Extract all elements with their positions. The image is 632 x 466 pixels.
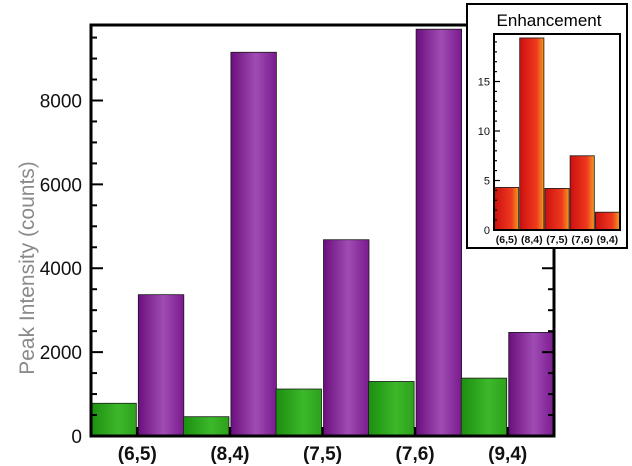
inset-plot [493, 33, 621, 231]
y-tick-label: 4000 [40, 259, 82, 280]
bar-series2-(7,6) [415, 28, 463, 437]
inset-y-tick-label: 0 [484, 225, 490, 237]
y-tick-label: 0 [71, 427, 82, 448]
inset-x-tick-label: (7,6) [571, 234, 593, 246]
inset-x-tick-label: (7,5) [546, 234, 568, 246]
bar-series2-(8,4) [230, 51, 277, 437]
main-plot [89, 23, 556, 438]
inset-x-axis: (6,5) (8,4) (7,5) (7,6) (9,4) [496, 234, 618, 246]
x-tick-label: (8,4) [210, 444, 249, 465]
bar-series1-(8,4) [182, 416, 230, 437]
inset-y-tick-label: 5 [484, 176, 490, 188]
y-tick-label: 6000 [40, 175, 82, 196]
inset-bar-(7,6) [569, 155, 595, 231]
inset-y-tick-label: 10 [478, 126, 490, 138]
x-tick-label: (7,6) [396, 444, 435, 465]
bar-series1-(7,6) [368, 381, 415, 437]
y-tick-label: 8000 [40, 91, 82, 112]
bar-series1-(9,4) [460, 377, 508, 437]
main-x-axis: (6,5) (8,4) (7,5) (7,6) (9,4) [118, 427, 527, 465]
x-tick-label: (9,4) [488, 444, 527, 465]
inset-y-axis: 0 5 10 15 [478, 41, 500, 237]
inset-title: Enhancement [497, 11, 602, 30]
y-tick-label: 2000 [40, 343, 82, 364]
bar-series2-(7,5) [323, 239, 370, 437]
inset-x-tick-label: (9,4) [597, 234, 619, 246]
inset-y-tick-label: 15 [478, 77, 490, 89]
inset-bar-(6,5) [494, 187, 520, 231]
inset-bar-(7,5) [544, 188, 570, 231]
inset-bar-(8,4) [519, 37, 545, 231]
bar-series1-(7,5) [275, 388, 322, 437]
x-tick-label: (7,5) [303, 444, 342, 465]
main-y-axis-label: Peak Intensity (counts) [16, 161, 39, 375]
x-tick-label: (6,5) [118, 444, 157, 465]
bar-series1-(6,5) [90, 402, 137, 437]
inset-bar-(9,4) [594, 211, 620, 231]
bar-series2-(6,5) [137, 294, 185, 437]
inset-x-tick-label: (8,4) [521, 234, 543, 246]
inset-x-tick-label: (6,5) [496, 234, 518, 246]
bar-series2-(9,4) [508, 332, 555, 437]
inset-plot-frame [493, 33, 621, 231]
